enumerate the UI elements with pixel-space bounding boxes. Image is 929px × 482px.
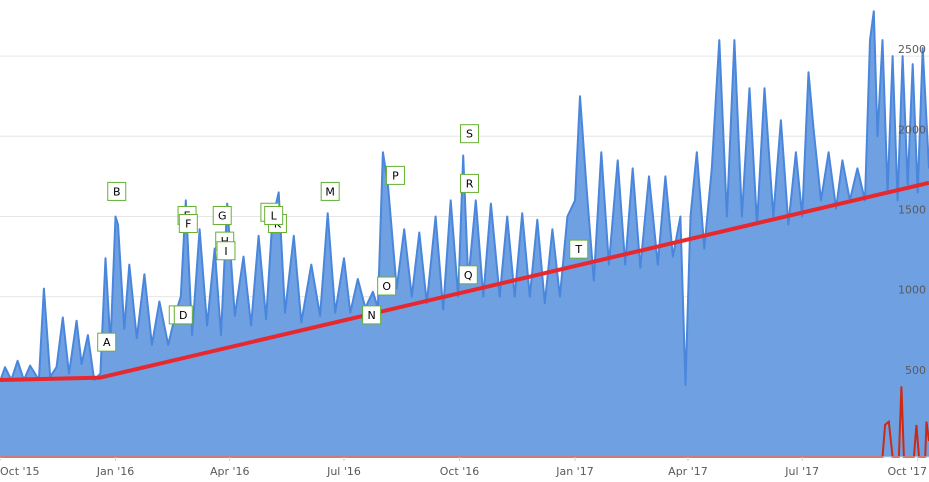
annotation-flag-p[interactable]: P [385,165,405,185]
annotation-flag-q[interactable]: Q [458,265,478,285]
annotation-label: M [325,185,335,198]
annotation-flag-i[interactable]: I [216,241,236,261]
annotation-label: B [113,185,121,198]
annotation-flag-o[interactable]: O [377,276,397,296]
annotation-box [460,124,480,144]
x-tick-label: Jul '17 [784,465,819,478]
trend-line-path [0,180,929,382]
annotation-flags: ABCDEFGHIJKLMNOPQRST [97,124,589,352]
y-tick-label: 1000 [898,284,926,297]
y-tick-label: 500 [905,364,926,377]
annotation-flag-m[interactable]: M [320,181,340,201]
annotation-label: T [574,243,582,256]
annotation-label: I [224,245,227,258]
annotation-flag-b[interactable]: B [107,181,127,201]
annotation-label: D [179,309,187,322]
y-tick-label: 2000 [898,123,926,136]
x-tick-label: Apr '16 [210,465,250,478]
traffic-area [0,10,929,457]
annotation-box [216,241,236,261]
annotation-box [264,205,284,225]
annotation-flag-s[interactable]: S [460,124,480,144]
annotation-label: G [218,209,227,222]
x-tick-label: Oct '15 [0,465,40,478]
annotation-box [173,305,193,325]
area-fill [0,11,929,457]
annotation-flag-f[interactable]: F [178,213,198,233]
annotation-flag-n[interactable]: N [362,305,382,325]
x-tick-label: Jul '16 [326,465,361,478]
annotation-flag-r[interactable]: R [460,173,480,193]
annotation-label: A [103,336,111,349]
y-axis-ticks: 500 1000 1500 2000 2500 [898,43,926,377]
annotation-label: O [382,280,391,293]
annotation-label: P [392,169,399,182]
annotation-label: F [185,217,191,230]
trend-line [0,180,929,382]
x-tick-label: Oct '17 [887,465,927,478]
annotation-box [212,205,232,225]
annotation-label: Q [464,269,473,282]
annotation-box [362,305,382,325]
annotation-label: N [367,309,375,322]
annotation-flag-g[interactable]: G [212,205,232,225]
x-tick-label: Jan '16 [96,465,134,478]
annotation-box [460,173,480,193]
x-tick-label: Jan '17 [555,465,593,478]
x-tick-label: Oct '16 [440,465,480,478]
annotation-flag-l[interactable]: L [264,205,284,225]
annotation-box [377,276,397,296]
x-axis-ticks: Oct '15 Jan '16 Apr '16 Jul '16 Oct '16 Jan '… [0,457,927,478]
annotation-flag-d[interactable]: D [173,305,193,325]
area-line [0,10,929,386]
annotation-box [385,165,405,185]
annotation-label: S [466,128,473,141]
annotation-box [178,213,198,233]
x-tick-label: Apr '17 [668,465,708,478]
annotation-flag-t[interactable]: T [569,239,589,259]
annotation-label: R [466,177,474,190]
annotation-box [107,181,127,201]
annotation-box [320,181,340,201]
annotation-box [97,332,117,352]
annotation-box [458,265,478,285]
annotation-flag-a[interactable]: A [97,332,117,352]
y-tick-label: 2500 [898,43,926,56]
y-tick-label: 1500 [898,203,926,216]
annotation-label: L [271,209,278,222]
annotation-box [569,239,589,259]
